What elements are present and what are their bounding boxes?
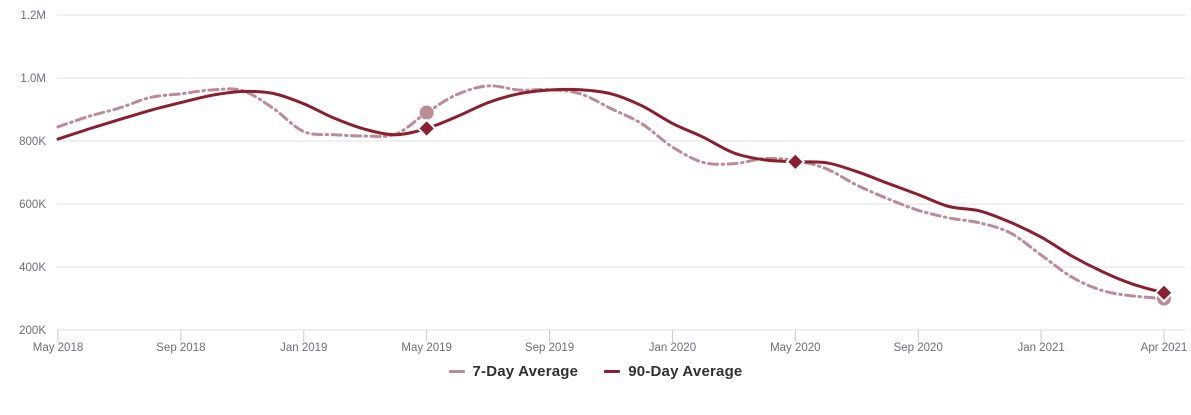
line-chart: 200K 400K 600K 800K 1.0M 1.2M May 2018 Sep 2018… bbox=[19, 10, 1188, 354]
legend-swatch-90-day-icon bbox=[604, 370, 621, 373]
series-line-90-day bbox=[56, 87, 1166, 295]
y-axis-tick-label: 800K bbox=[19, 136, 46, 148]
x-axis-tick-label: May 2018 bbox=[33, 342, 84, 354]
legend-swatch-7-day-icon bbox=[448, 370, 465, 373]
chart-legend: 7-Day Average 90-Day Average bbox=[0, 363, 1191, 380]
x-axis-tick-label: Sep 2019 bbox=[525, 342, 574, 354]
legend-label-90-day: 90-Day Average bbox=[628, 363, 743, 380]
y-axis-tick-label: 1.2M bbox=[20, 10, 46, 22]
x-axis-tick-label: Sep 2018 bbox=[156, 342, 205, 354]
y-axis-tick-label: 600K bbox=[19, 199, 46, 211]
x-axis-tick-label: Jan 2020 bbox=[649, 342, 696, 354]
x-axis-tick-label: Sep 2020 bbox=[894, 342, 943, 354]
x-axis-tick-label: May 2020 bbox=[770, 342, 821, 354]
y-axis-tick-label: 200K bbox=[19, 325, 46, 337]
x-axis-tick-label: Apr 2021 bbox=[1141, 342, 1188, 354]
data-point-marker-diamond[interactable] bbox=[416, 118, 437, 139]
y-axis-tick-label: 1.0M bbox=[20, 73, 46, 85]
data-point-marker-diamond[interactable] bbox=[1154, 282, 1174, 303]
data-point-marker-circle[interactable] bbox=[419, 105, 434, 120]
x-axis-tick-label: Jan 2019 bbox=[280, 342, 327, 354]
legend-label-7-day: 7-Day Average bbox=[472, 363, 579, 380]
legend-item-7-day-average[interactable]: 7-Day Average bbox=[448, 363, 579, 380]
y-axis-tick-label: 400K bbox=[19, 262, 46, 274]
data-point-marker-diamond[interactable] bbox=[785, 151, 806, 172]
legend-item-90-day-average[interactable]: 90-Day Average bbox=[604, 363, 742, 380]
x-axis-tick-label: Jan 2021 bbox=[1017, 342, 1064, 354]
x-axis-tick-label: May 2019 bbox=[401, 342, 452, 354]
